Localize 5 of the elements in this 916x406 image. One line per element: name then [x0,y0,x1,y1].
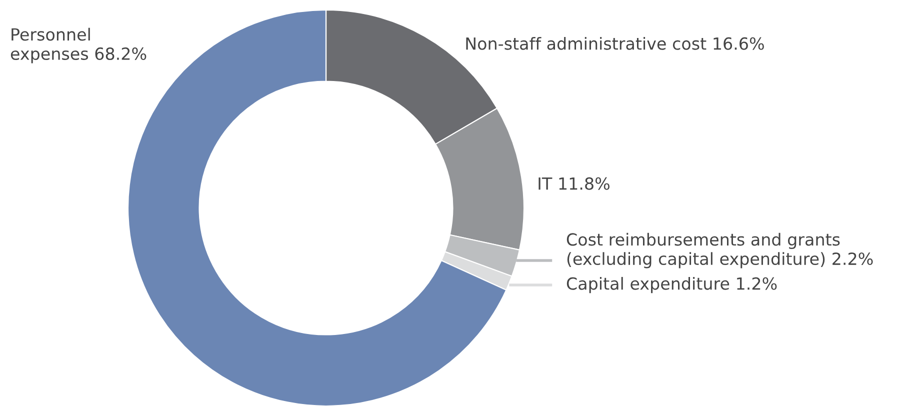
slice-label: Personnel expenses 68.2% [10,28,146,64]
slice-label: Capital expenditure 1.2% [566,276,777,294]
slice-label: IT 11.8% [538,177,610,190]
slice-label: Non-staff administrative cost 16.6% [466,36,764,50]
slice-label: Cost reimbursements and grants (excluding capital expenditure) 2.2% [566,232,873,268]
